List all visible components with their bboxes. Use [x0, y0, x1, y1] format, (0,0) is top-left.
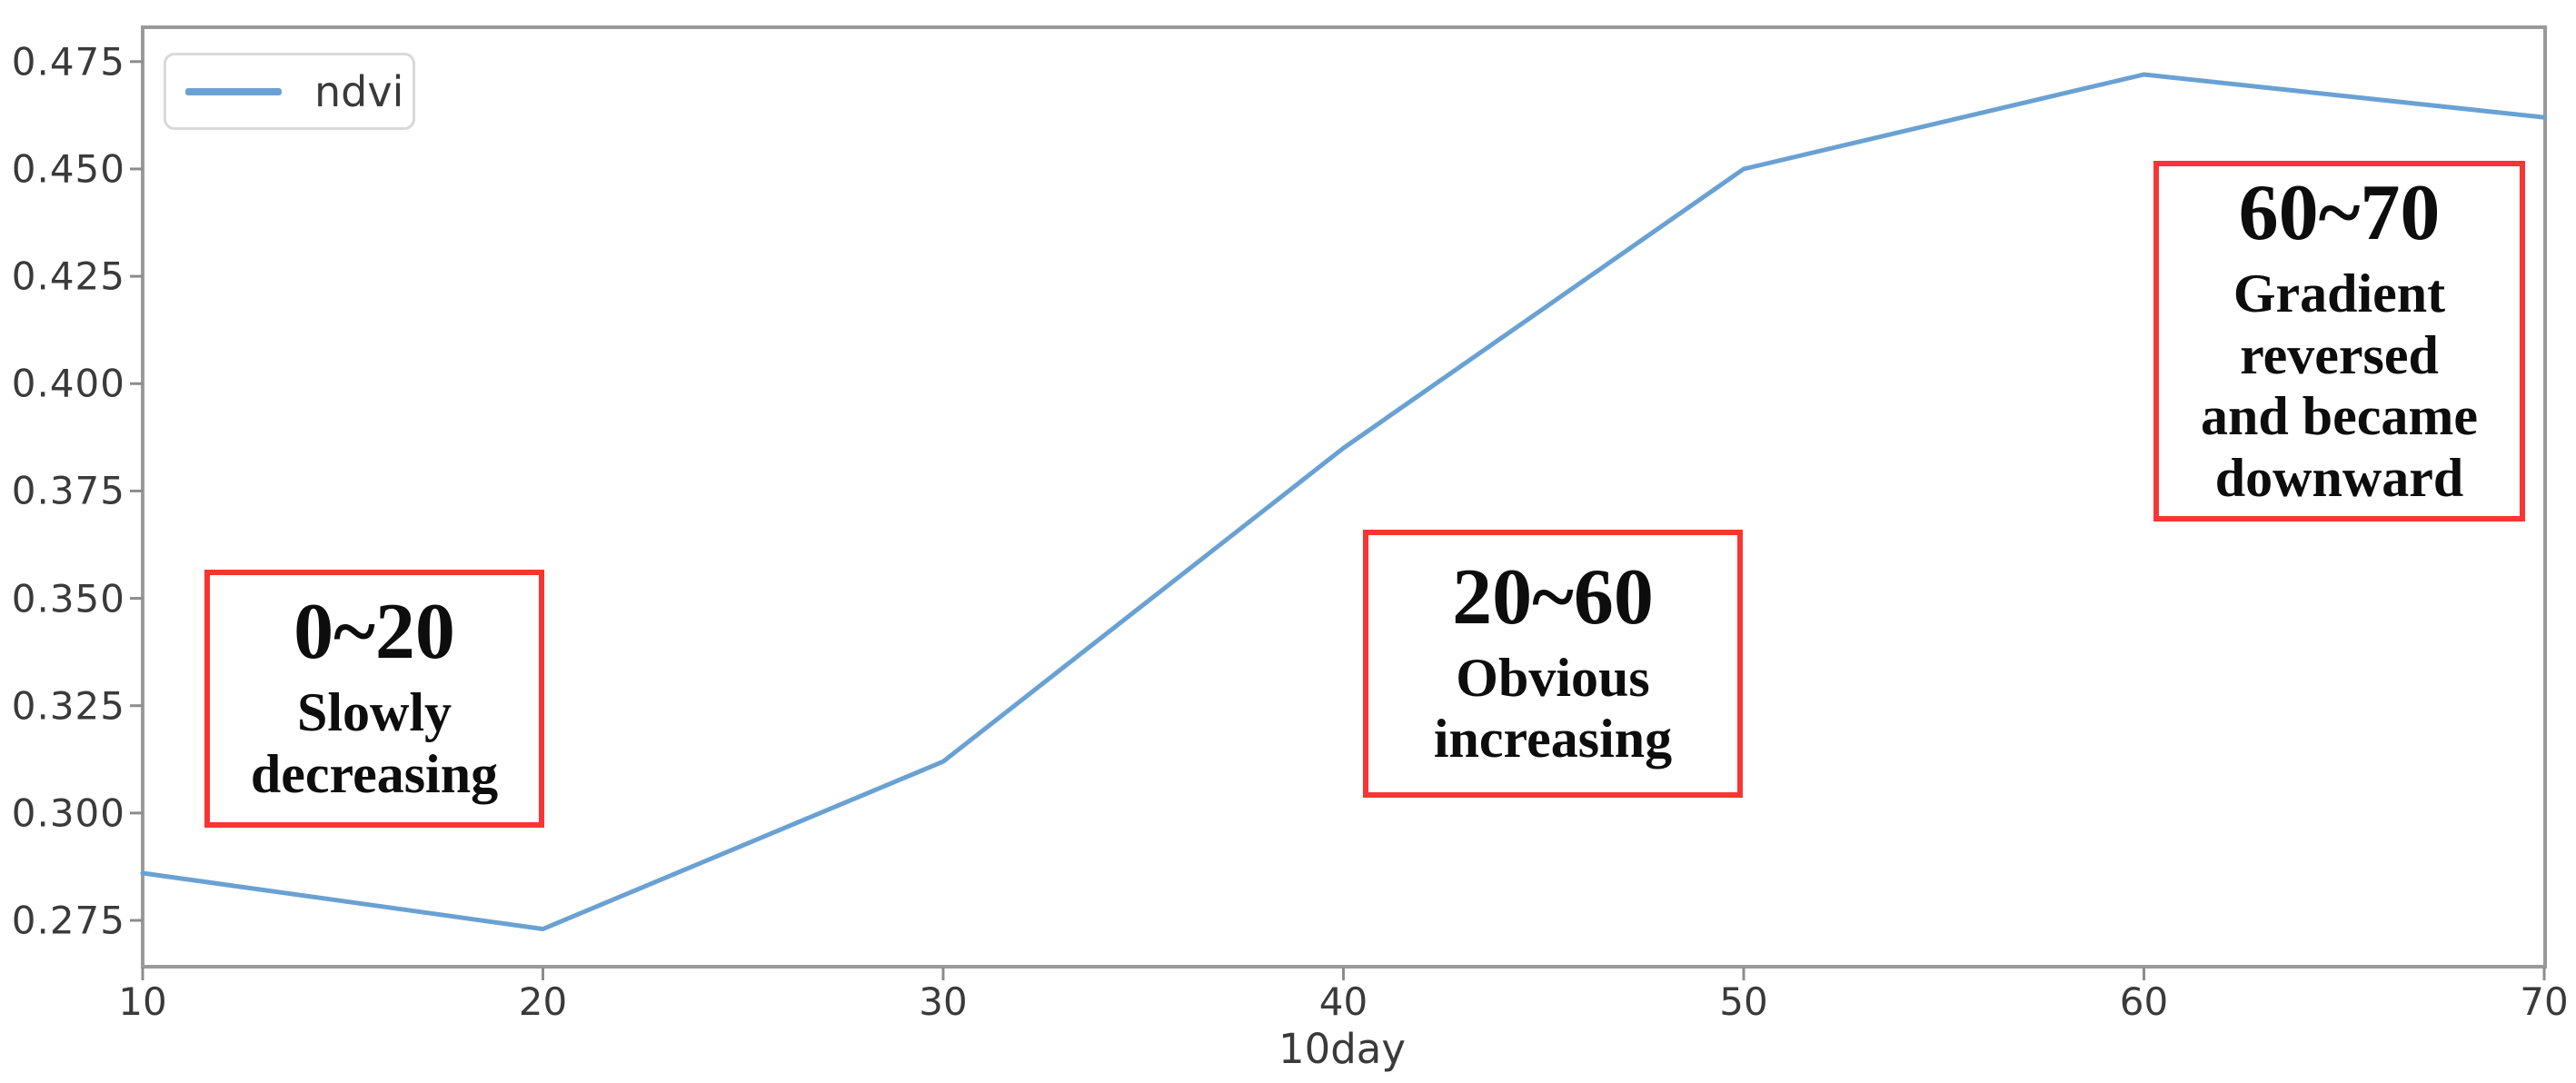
legend-label: ndvi — [314, 66, 404, 116]
annotation-range: 20~60 — [1452, 552, 1654, 641]
plot-area-border — [141, 25, 2547, 969]
annotation-range: 0~20 — [293, 588, 455, 677]
y-tick-label: 0.275 — [11, 898, 125, 943]
annotation-range: 60~70 — [2238, 169, 2441, 258]
ndvi-line — [140, 72, 2547, 931]
legend-line-sample — [185, 87, 282, 95]
y-tick-label: 0.450 — [11, 146, 125, 192]
y-tick-label: 0.350 — [11, 576, 125, 621]
x-axis-title: 10day — [1278, 1025, 1407, 1073]
y-tick-label: 0.400 — [11, 361, 125, 406]
legend: ndvi — [164, 53, 415, 130]
annotation-text-line: and became — [2201, 386, 2478, 447]
x-tick-label: 50 — [1719, 979, 1768, 1024]
annotation-text-line: Obvious — [1456, 647, 1650, 708]
annotation-text-line: Slowly — [296, 682, 453, 743]
annotation-box-20-60: 20~60 Obvious increasing — [1363, 530, 1743, 798]
y-tick-label: 0.475 — [11, 39, 125, 84]
x-tick-label: 20 — [518, 979, 568, 1024]
x-tick-label: 70 — [2520, 979, 2569, 1024]
annotation-text-line: reversed — [2240, 324, 2439, 385]
y-tick-label: 0.425 — [11, 253, 125, 299]
x-tick-label: 30 — [919, 979, 968, 1024]
y-tick-label: 0.375 — [11, 468, 125, 513]
annotation-text-line: decreasing — [250, 743, 499, 804]
annotation-text-line: Gradient — [2233, 263, 2446, 323]
y-tick-label: 0.325 — [11, 683, 125, 729]
x-tick-label: 60 — [2119, 979, 2169, 1024]
x-tick-label: 40 — [1318, 979, 1368, 1024]
annotation-box-0-20: 0~20 Slowly decreasing — [204, 570, 544, 828]
annotation-text-line: increasing — [1433, 709, 1673, 770]
y-tick-label: 0.300 — [11, 790, 125, 836]
x-tick-label: 10 — [118, 979, 167, 1024]
annotation-text-line: downward — [2214, 448, 2464, 509]
annotation-box-60-70: 60~70 Gradient reversed and became downw… — [2153, 161, 2525, 522]
